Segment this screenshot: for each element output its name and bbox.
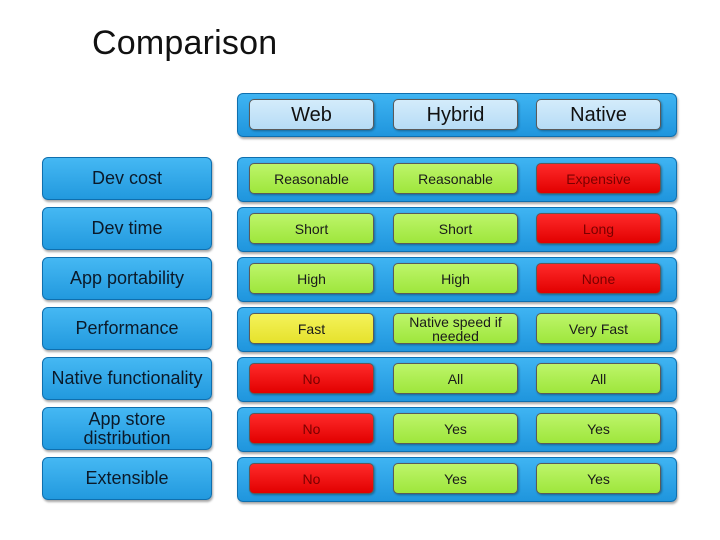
cell-dev-time-web: Short [249,213,374,244]
cell-functionality-native: All [536,363,661,394]
cell-dev-cost-native: Expensive [536,163,661,194]
column-header-band: Web Hybrid Native [237,93,677,137]
cell-functionality-web: No [249,363,374,394]
cell-performance-hybrid: Native speed if needed [393,313,518,344]
cell-portability-hybrid: High [393,263,518,294]
cell-functionality-hybrid: All [393,363,518,394]
row-band-native-functionality: No All All [237,357,677,402]
cell-extensible-web: No [249,463,374,494]
cell-appstore-web: No [249,413,374,444]
row-band-app-portability: High High None [237,257,677,302]
cell-performance-native: Very Fast [536,313,661,344]
row-band-extensible: No Yes Yes [237,457,677,502]
page-title: Comparison [92,24,278,62]
row-label-native-functionality: Native functionality [42,357,212,400]
cell-performance-web: Fast [249,313,374,344]
row-label-app-store-distribution: App store distribution [42,407,212,450]
row-label-extensible: Extensible [42,457,212,500]
column-header-hybrid: Hybrid [393,99,518,130]
cell-extensible-native: Yes [536,463,661,494]
column-header-web: Web [249,99,374,130]
cell-extensible-hybrid: Yes [393,463,518,494]
column-header-native: Native [536,99,661,130]
row-label-dev-time: Dev time [42,207,212,250]
row-band-performance: Fast Native speed if needed Very Fast [237,307,677,352]
cell-portability-native: None [536,263,661,294]
row-band-app-store-distribution: No Yes Yes [237,407,677,452]
row-label-dev-cost: Dev cost [42,157,212,200]
cell-portability-web: High [249,263,374,294]
cell-appstore-hybrid: Yes [393,413,518,444]
cell-dev-time-native: Long [536,213,661,244]
row-label-performance: Performance [42,307,212,350]
cell-appstore-native: Yes [536,413,661,444]
row-band-dev-time: Short Short Long [237,207,677,252]
cell-dev-cost-hybrid: Reasonable [393,163,518,194]
cell-dev-cost-web: Reasonable [249,163,374,194]
cell-dev-time-hybrid: Short [393,213,518,244]
row-band-dev-cost: Reasonable Reasonable Expensive [237,157,677,202]
row-label-app-portability: App portability [42,257,212,300]
